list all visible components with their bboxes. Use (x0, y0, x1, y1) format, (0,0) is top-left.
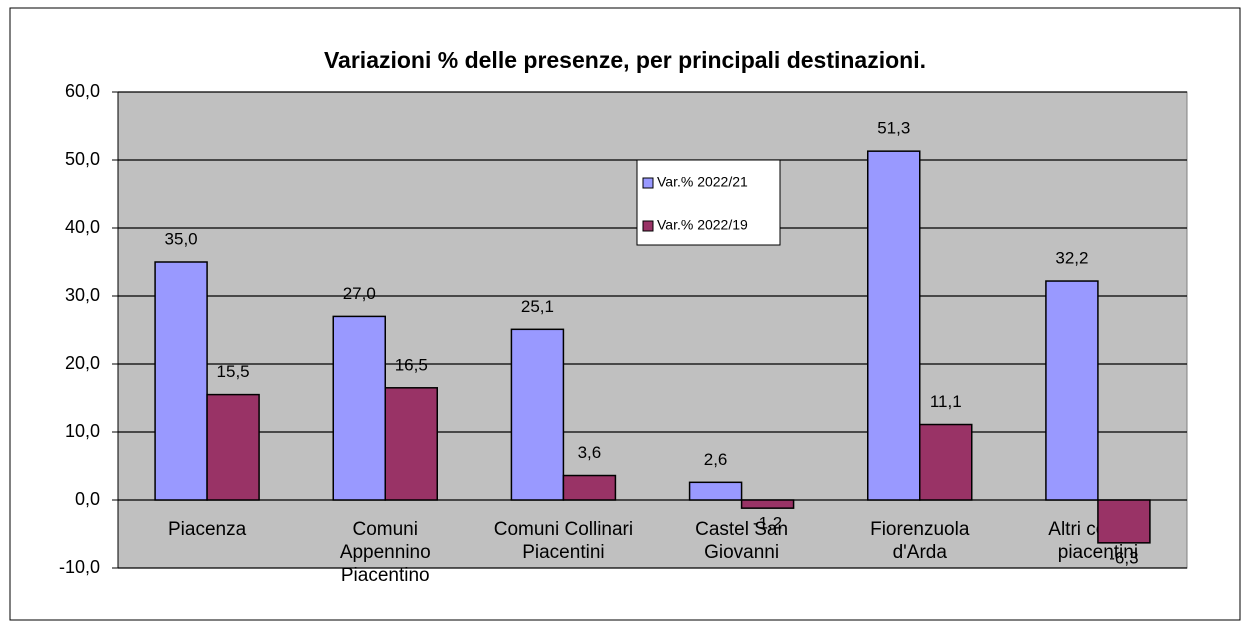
data-label: 3,6 (578, 443, 602, 462)
x-tick-label: Comuni Collinari Piacentini (494, 519, 633, 563)
bar (688, 481, 743, 501)
data-label: 11,1 (930, 392, 962, 411)
bar (154, 261, 208, 501)
bar (740, 499, 795, 509)
bar (867, 150, 921, 501)
legend-label: Var.% 2022/21 (657, 174, 748, 190)
data-label: 15,5 (217, 362, 250, 381)
y-tick-label: 40,0 (65, 217, 100, 237)
bar (332, 315, 386, 501)
legend (636, 159, 781, 246)
bar (384, 387, 438, 501)
data-label: 35,0 (165, 229, 198, 248)
chart-title: Variazioni % delle presenze, per princip… (324, 47, 926, 73)
x-tick-label: Piacenza (168, 519, 247, 540)
data-label: 32,2 (1055, 249, 1088, 268)
data-label: 27,0 (343, 284, 376, 303)
y-tick-label: 50,0 (65, 149, 100, 169)
data-label: 25,1 (521, 297, 554, 316)
data-label: 16,5 (395, 355, 428, 374)
x-tick-label: Comuni Appennino Piacentino (340, 519, 431, 586)
bar (919, 423, 973, 501)
legend-swatch (642, 177, 654, 189)
data-label: 2,6 (704, 450, 728, 469)
y-tick-label: 0,0 (75, 489, 100, 509)
y-tick-label: -10,0 (59, 557, 100, 577)
bar (1097, 499, 1151, 544)
bar (562, 474, 617, 501)
legend-label: Var.% 2022/19 (657, 217, 748, 233)
legend-swatch (642, 220, 654, 232)
data-label: 51,3 (877, 119, 910, 138)
bar (206, 393, 260, 501)
data-label: -1,2 (753, 514, 782, 533)
y-tick-label: 20,0 (65, 353, 100, 373)
y-tick-label: 30,0 (65, 285, 100, 305)
y-tick-label: 60,0 (65, 81, 100, 101)
x-tick-label: Castel San Giovanni (695, 519, 788, 563)
data-label: -6,3 (1109, 548, 1138, 567)
bar (510, 328, 565, 501)
bar (1045, 280, 1099, 501)
y-tick-label: 10,0 (65, 421, 100, 441)
x-tick-label: Fiorenzuola d'Arda (870, 519, 970, 563)
